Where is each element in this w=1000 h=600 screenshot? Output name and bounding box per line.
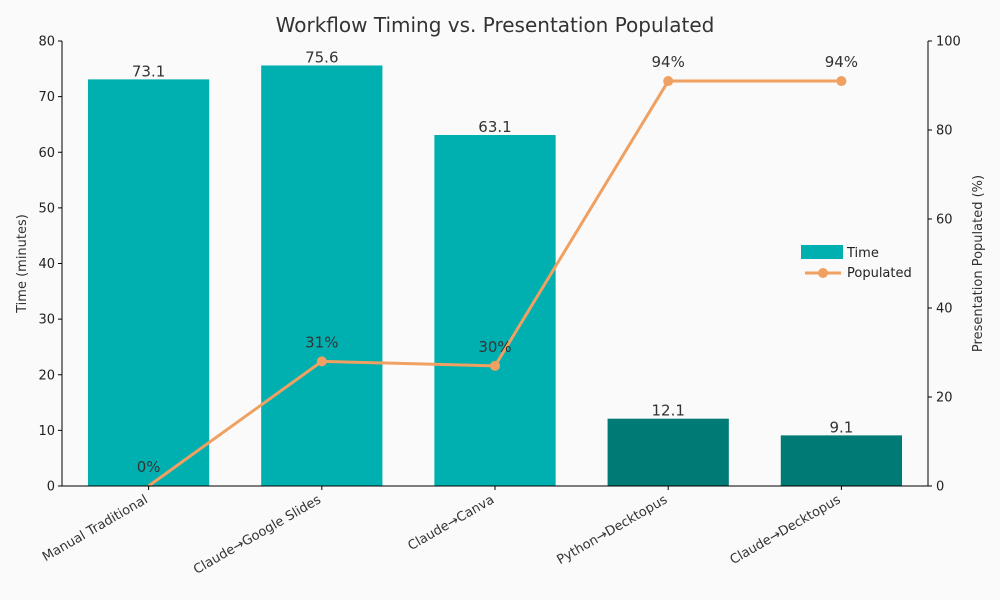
populated-point-5 <box>836 76 847 87</box>
bar-1 <box>87 79 210 486</box>
bar-value-label-3: 63.1 <box>478 118 511 136</box>
y-tick-label-0: 0 <box>47 480 55 495</box>
legend: Time Populated <box>801 245 912 281</box>
y2-tick-label-2: 40 <box>936 302 953 317</box>
populated-point-3 <box>490 360 500 371</box>
legend-label-time: Time <box>846 246 879 261</box>
bar-value-label-1: 73.1 <box>132 62 165 80</box>
y2-tick-label-0: 0 <box>936 480 944 495</box>
y2-tick-label-1: 20 <box>936 391 953 406</box>
bar-4 <box>607 418 729 486</box>
legend-label-populated: Populated <box>847 266 912 281</box>
y-tick-label-7: 70 <box>38 90 55 105</box>
y-tick-label-2: 20 <box>38 368 55 383</box>
y2-axis-title: Presentation Populated (%) <box>971 175 986 352</box>
populated-value-label-1: 0% <box>137 458 161 476</box>
y-tick-label-4: 40 <box>38 257 55 272</box>
legend-swatch-time <box>801 245 843 259</box>
y-tick-label-1: 10 <box>38 424 55 439</box>
populated-value-label-2: 31% <box>305 333 338 351</box>
y-tick-label-6: 60 <box>38 146 55 161</box>
populated-point-2 <box>316 356 327 367</box>
bar-value-label-4: 12.1 <box>651 402 684 420</box>
legend-marker-populated <box>818 268 828 278</box>
bar-5 <box>780 435 903 486</box>
populated-value-label-3: 30% <box>478 338 511 356</box>
bar-value-label-5: 9.1 <box>829 418 853 436</box>
bar-3 <box>434 135 556 486</box>
y-tick-label-8: 80 <box>38 35 55 50</box>
y2-tick-label-3: 60 <box>936 213 953 228</box>
bar-value-label-2: 75.6 <box>305 48 338 66</box>
y-axis-title: Time (minutes) <box>15 214 30 314</box>
y-tick-label-5: 50 <box>38 201 55 216</box>
y2-tick-label-4: 80 <box>936 124 953 139</box>
populated-value-label-4: 94% <box>652 53 685 71</box>
populated-point-4 <box>663 76 674 87</box>
y-tick-label-3: 30 <box>38 313 55 328</box>
populated-value-label-5: 94% <box>825 53 858 71</box>
chart-title: Workflow Timing vs. Presentation Populat… <box>276 13 715 37</box>
bar-2 <box>261 65 383 486</box>
y2-tick-label-5: 100 <box>936 35 961 50</box>
